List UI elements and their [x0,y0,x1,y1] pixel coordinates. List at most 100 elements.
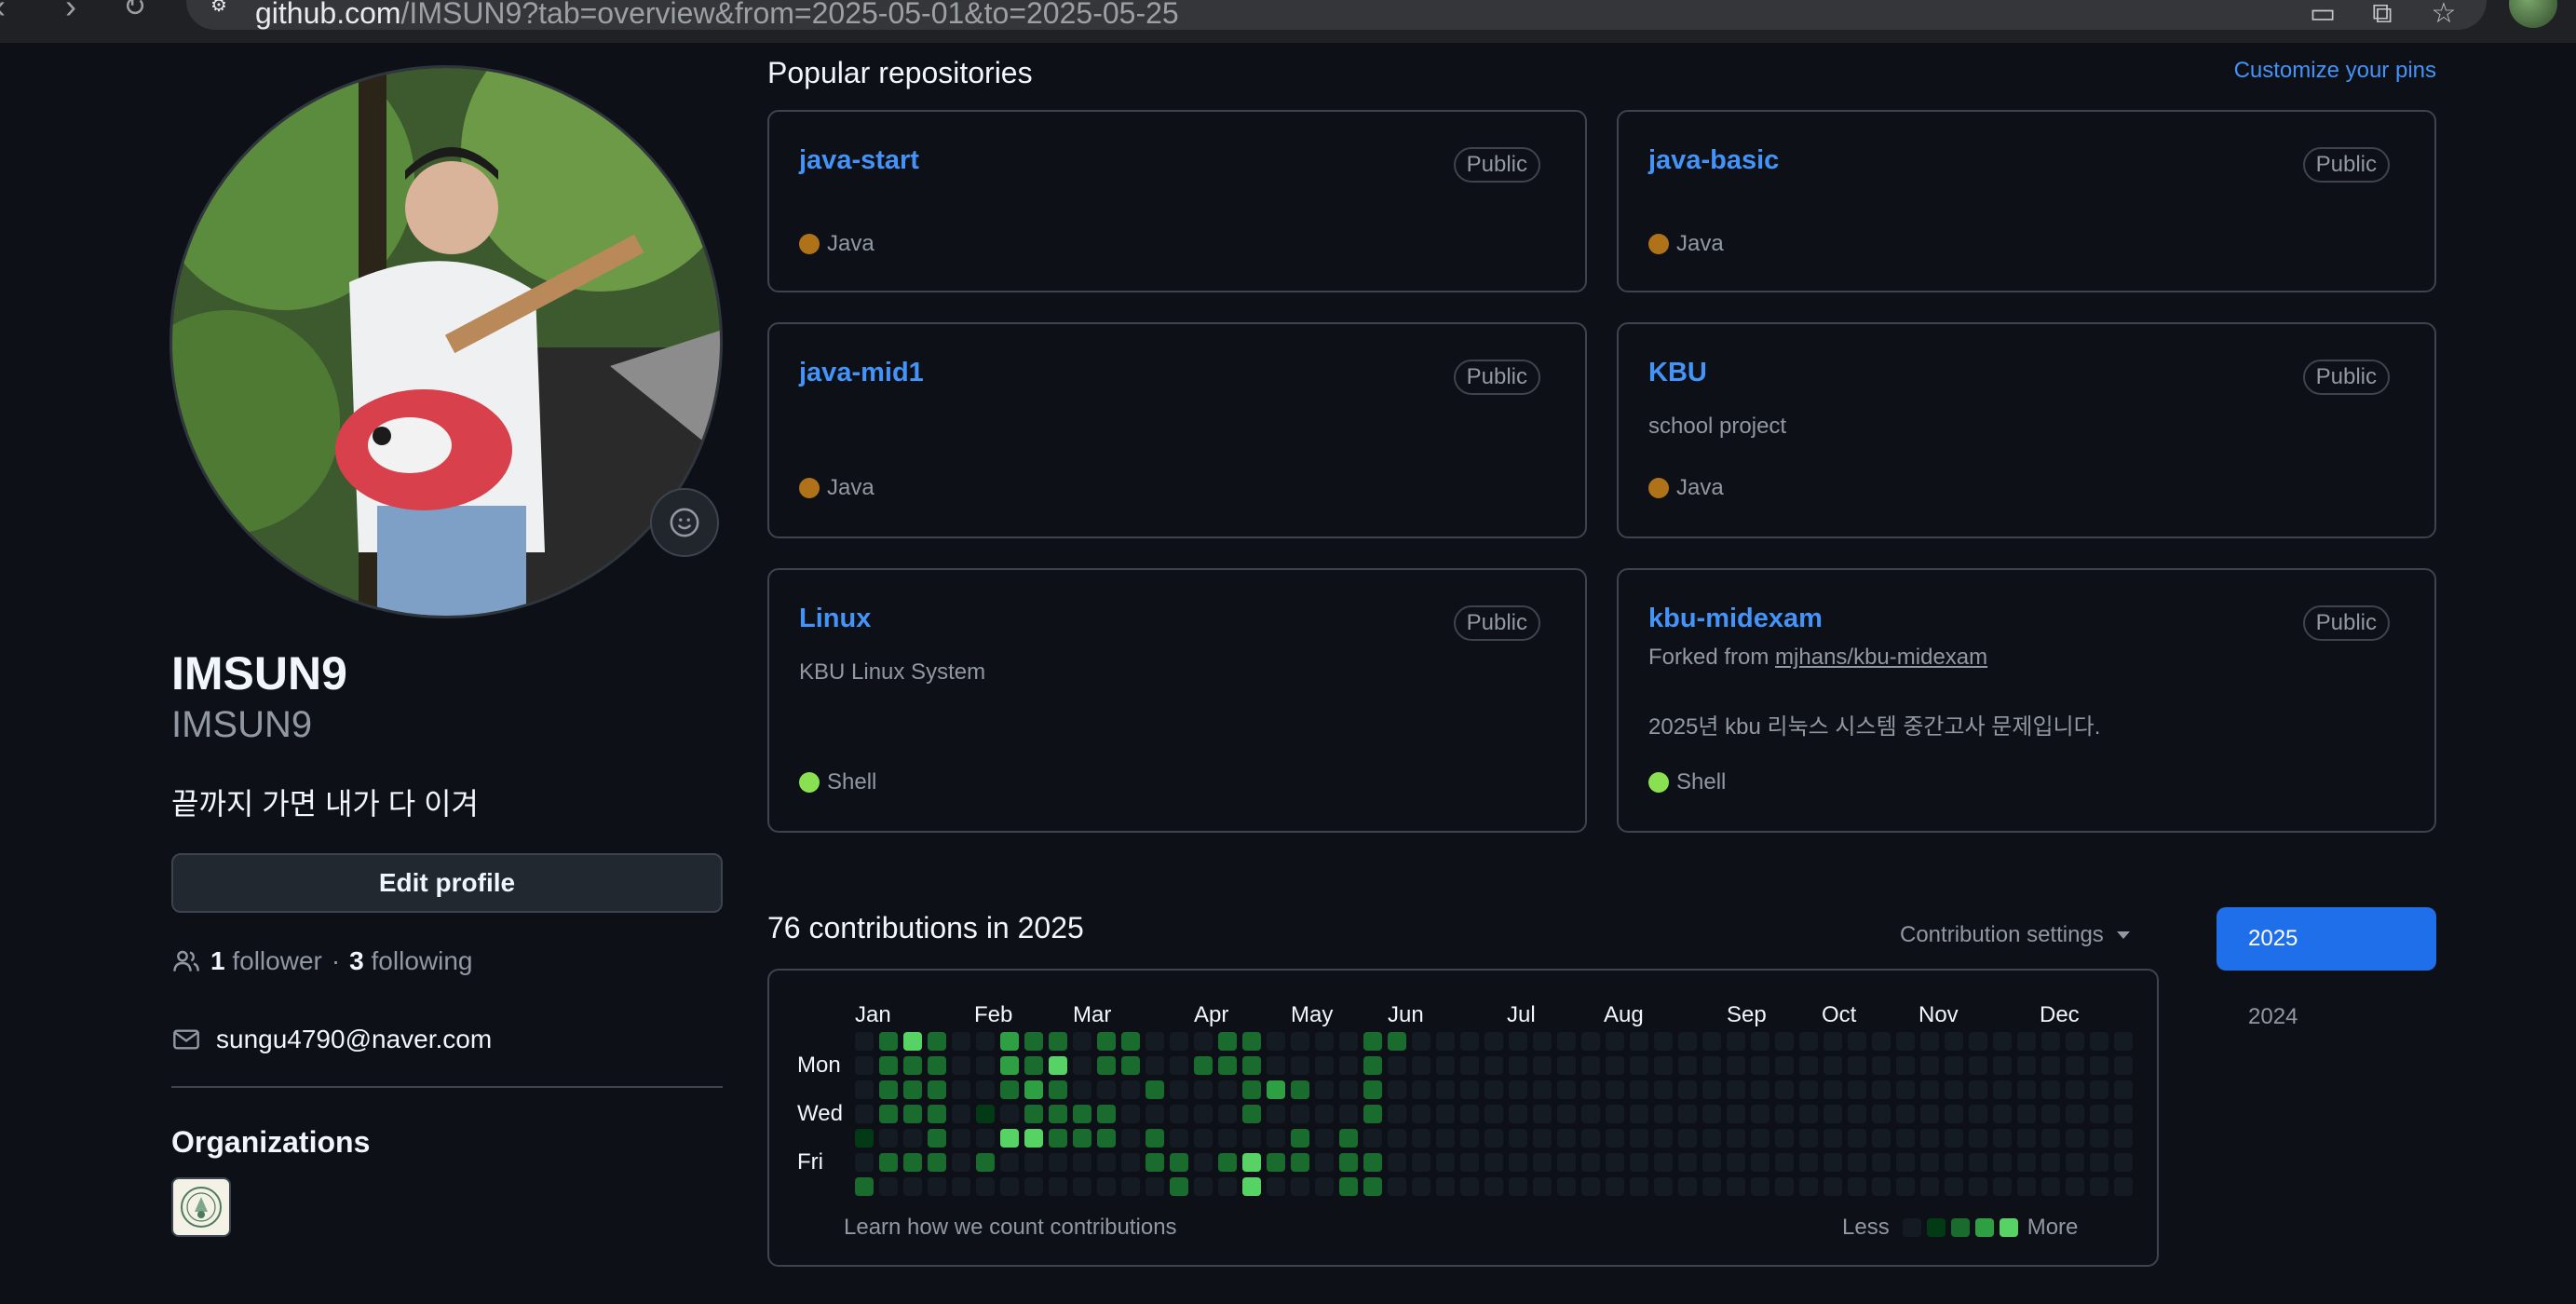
contribution-day-cell[interactable] [1896,1056,1915,1075]
contribution-day-cell[interactable] [1412,1153,1430,1172]
repo-name-link[interactable]: Linux [799,604,872,633]
set-status-button[interactable] [650,488,719,557]
contribution-day-cell[interactable] [1339,1105,1358,1123]
contribution-day-cell[interactable] [1194,1177,1213,1196]
contribution-day-cell[interactable] [1824,1177,1842,1196]
contribution-day-cell[interactable] [1121,1153,1140,1172]
contribution-day-cell[interactable] [1824,1105,1842,1123]
contribution-day-cell[interactable] [1194,1032,1213,1051]
contribution-day-cell[interactable] [1557,1129,1576,1148]
contribution-day-cell[interactable] [1291,1080,1309,1099]
contribution-day-cell[interactable] [1557,1153,1576,1172]
contribution-day-cell[interactable] [1630,1129,1648,1148]
contribution-day-cell[interactable] [2017,1153,2036,1172]
contribution-day-cell[interactable] [1993,1080,2012,1099]
contribution-day-cell[interactable] [1509,1032,1527,1051]
contribution-day-cell[interactable] [2017,1080,2036,1099]
contribution-day-cell[interactable] [1630,1032,1648,1051]
contribution-day-cell[interactable] [1969,1177,1987,1196]
contribution-day-cell[interactable] [1727,1032,1745,1051]
contribution-day-cell[interactable] [1073,1080,1091,1099]
contribution-day-cell[interactable] [1824,1129,1842,1148]
back-icon[interactable]: ‹ [0,0,6,26]
contribution-day-cell[interactable] [1509,1080,1527,1099]
contribution-day-cell[interactable] [976,1056,995,1075]
contribution-day-cell[interactable] [1824,1153,1842,1172]
contribution-day-cell[interactable] [1097,1080,1116,1099]
contribution-day-cell[interactable] [1315,1177,1334,1196]
contribution-day-cell[interactable] [2066,1080,2084,1099]
install-app-icon[interactable]: ▭ [2309,0,2337,29]
contribution-day-cell[interactable] [1024,1153,1043,1172]
contribution-day-cell[interactable] [1170,1177,1188,1196]
contribution-day-cell[interactable] [928,1032,946,1051]
contribution-day-cell[interactable] [1581,1080,1600,1099]
contribution-day-cell[interactable] [1945,1129,1963,1148]
contribution-day-cell[interactable] [2017,1105,2036,1123]
contribution-day-cell[interactable] [1436,1177,1455,1196]
year-filter-2024[interactable]: 2024 [2248,1004,2298,1029]
contribution-day-cell[interactable] [1460,1105,1479,1123]
contribution-day-cell[interactable] [1412,1080,1430,1099]
contribution-day-cell[interactable] [1848,1153,1866,1172]
contribution-day-cell[interactable] [1848,1056,1866,1075]
contribution-day-cell[interactable] [1678,1105,1697,1123]
contribution-day-cell[interactable] [879,1177,898,1196]
contribution-day-cell[interactable] [1606,1032,1624,1051]
contribution-day-cell[interactable] [1097,1105,1116,1123]
contribution-day-cell[interactable] [1969,1105,1987,1123]
contribution-day-cell[interactable] [1073,1032,1091,1051]
contribution-day-cell[interactable] [1218,1153,1237,1172]
contribution-day-cell[interactable] [1097,1177,1116,1196]
contribution-day-cell[interactable] [1581,1032,1600,1051]
contribution-day-cell[interactable] [1557,1080,1576,1099]
contribution-day-cell[interactable] [1606,1056,1624,1075]
contribution-day-cell[interactable] [1267,1177,1285,1196]
contribution-day-cell[interactable] [1654,1056,1673,1075]
contribution-day-cell[interactable] [1920,1105,1939,1123]
contribution-day-cell[interactable] [1218,1080,1237,1099]
contribution-day-cell[interactable] [1097,1129,1116,1148]
contribution-day-cell[interactable] [1121,1056,1140,1075]
contribution-day-cell[interactable] [1388,1129,1406,1148]
contribution-day-cell[interactable] [928,1153,946,1172]
contribution-day-cell[interactable] [1654,1105,1673,1123]
contribution-day-cell[interactable] [1848,1032,1866,1051]
contribution-day-cell[interactable] [1267,1129,1285,1148]
contribution-day-cell[interactable] [2090,1105,2108,1123]
contribution-day-cell[interactable] [1000,1105,1019,1123]
contribution-day-cell[interactable] [1775,1032,1794,1051]
contribution-day-cell[interactable] [928,1080,946,1099]
contribution-day-cell[interactable] [1388,1105,1406,1123]
contribution-day-cell[interactable] [903,1080,922,1099]
contribution-day-cell[interactable] [2090,1153,2108,1172]
contribution-day-cell[interactable] [1049,1080,1067,1099]
contribution-day-cell[interactable] [1242,1153,1261,1172]
contribution-day-cell[interactable] [2017,1129,2036,1148]
contribution-day-cell[interactable] [1751,1153,1769,1172]
contribution-day-cell[interactable] [1654,1153,1673,1172]
contribution-day-cell[interactable] [1872,1153,1891,1172]
contribution-day-cell[interactable] [2041,1177,2060,1196]
contribution-day-cell[interactable] [1146,1177,1164,1196]
contribution-day-cell[interactable] [2114,1105,2133,1123]
contribution-day-cell[interactable] [1170,1056,1188,1075]
contribution-day-cell[interactable] [2066,1177,2084,1196]
contribution-day-cell[interactable] [1049,1177,1067,1196]
contribution-day-cell[interactable] [1993,1056,2012,1075]
contribution-day-cell[interactable] [2017,1032,2036,1051]
contribution-day-cell[interactable] [1170,1032,1188,1051]
contribution-day-cell[interactable] [1678,1129,1697,1148]
contribution-day-cell[interactable] [2114,1129,2133,1148]
contribution-day-cell[interactable] [2090,1080,2108,1099]
contribution-day-cell[interactable] [1024,1177,1043,1196]
contribution-day-cell[interactable] [1533,1032,1552,1051]
contribution-day-cell[interactable] [1291,1105,1309,1123]
contribution-day-cell[interactable] [2090,1129,2108,1148]
contribution-settings-dropdown[interactable]: Contribution settings [1900,922,2130,948]
contribution-day-cell[interactable] [976,1105,995,1123]
contribution-day-cell[interactable] [1872,1056,1891,1075]
contribution-day-cell[interactable] [1848,1129,1866,1148]
contribution-day-cell[interactable] [952,1177,970,1196]
contribution-day-cell[interactable] [952,1129,970,1148]
